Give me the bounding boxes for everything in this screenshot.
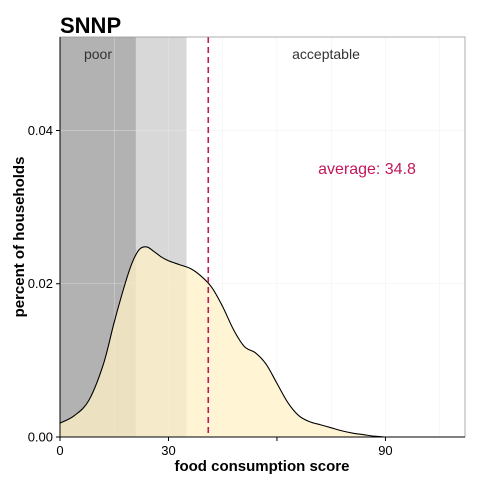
y-axis-title: percent of households xyxy=(11,157,28,318)
x-axis-title: food consumption score xyxy=(174,458,349,475)
average-label: average: 34.8 xyxy=(318,161,416,178)
density-line xyxy=(60,246,386,437)
y-tick-label: 0.00 xyxy=(28,430,53,445)
x-tick-label: 0 xyxy=(56,443,63,458)
chart-title: SNNP xyxy=(60,13,121,38)
y-tick-label: 0.04 xyxy=(28,123,53,138)
x-tick-label: 90 xyxy=(378,443,392,458)
band-label-poor: poor xyxy=(84,46,112,62)
x-axis: 0 30 90 xyxy=(56,436,465,458)
y-tick-label: 0.02 xyxy=(28,276,53,291)
density-area xyxy=(60,246,386,437)
y-axis: 0.00 0.02 0.04 xyxy=(28,37,61,445)
x-tick-label: 30 xyxy=(161,443,175,458)
band-label-acceptable: acceptable xyxy=(292,46,360,62)
